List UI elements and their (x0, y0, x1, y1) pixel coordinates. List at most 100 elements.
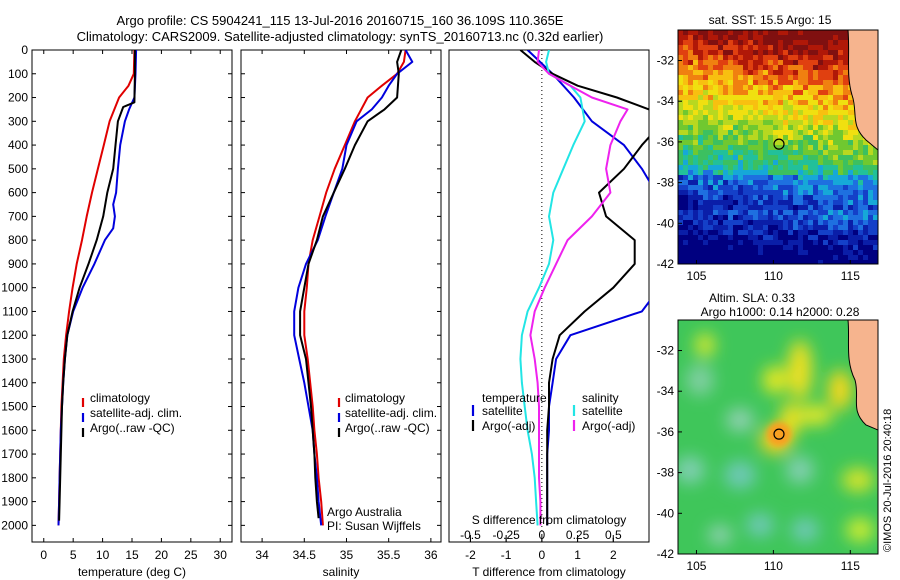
sst-cell (773, 90, 778, 95)
legend-sal-argo-label: Argo(-adj) (582, 419, 635, 433)
sst-cell (813, 165, 818, 170)
sst-cell (753, 235, 758, 240)
sst-cell (723, 180, 728, 185)
sst-cell (803, 90, 808, 95)
sst-cell (738, 85, 743, 90)
sst-cell (773, 105, 778, 110)
sst-cell (833, 150, 838, 155)
sst-cell (798, 155, 803, 160)
map-y-tick-label: -42 (657, 257, 675, 271)
sst-cell (848, 255, 853, 260)
sst-cell (753, 135, 758, 140)
sst-cell (788, 240, 793, 245)
sst-cell (773, 190, 778, 195)
sst-cell (858, 210, 863, 215)
sst-cell (718, 85, 723, 90)
sst-cell (688, 35, 693, 40)
sst-cell (713, 120, 718, 125)
sst-cell (793, 155, 798, 160)
sst-cell (728, 110, 733, 115)
sst-cell (763, 170, 768, 175)
sst-cell (713, 235, 718, 240)
sst-cell (763, 40, 768, 45)
sst-cell (743, 245, 748, 250)
sst-cell (858, 215, 863, 220)
x-top-tick-label: -0.25 (492, 528, 520, 542)
sst-cell (803, 160, 808, 165)
sst-cell (833, 195, 838, 200)
sst-cell (753, 60, 758, 65)
sst-cell (813, 260, 818, 264)
sst-cell (818, 90, 823, 95)
sst-cell (693, 105, 698, 110)
sst-cell (708, 260, 713, 264)
sst-cell (853, 250, 858, 255)
sst-cell (718, 165, 723, 170)
sst-cell (788, 90, 793, 95)
sst-cell (723, 65, 728, 70)
sst-cell (768, 160, 773, 165)
map-y-tick-label: -40 (657, 216, 675, 230)
sst-cell (808, 220, 813, 225)
sst-cell (693, 235, 698, 240)
sst-cell (813, 200, 818, 205)
sst-cell (813, 45, 818, 50)
sst-cell (748, 240, 753, 245)
sst-cell (813, 120, 818, 125)
sst-cell (833, 55, 838, 60)
sst-cell (758, 40, 763, 45)
sst-cell (748, 120, 753, 125)
sst-cell (818, 230, 823, 235)
sst-cell (813, 115, 818, 120)
sst-cell (823, 255, 828, 260)
sst-cell (678, 55, 683, 60)
sst-cell (723, 245, 728, 250)
sst-cell (858, 200, 863, 205)
sst-cell (703, 65, 708, 70)
sst-cell (808, 105, 813, 110)
sst-cell (748, 105, 753, 110)
sst-cell (808, 85, 813, 90)
sst-cell (698, 215, 703, 220)
sst-cell (833, 130, 838, 135)
sst-cell (683, 195, 688, 200)
sst-cell (798, 105, 803, 110)
sst-cell (728, 75, 733, 80)
sst-cell (793, 200, 798, 205)
sst-cell (738, 70, 743, 75)
sst-cell (798, 150, 803, 155)
sst-cell (823, 40, 828, 45)
sst-cell (728, 160, 733, 165)
sst-cell (693, 75, 698, 80)
sst-cell (823, 250, 828, 255)
x-tick-label: 15 (125, 548, 139, 562)
sst-cell (753, 145, 758, 150)
sst-cell (803, 225, 808, 230)
sst-cell (868, 240, 873, 245)
sst-cell (728, 145, 733, 150)
sst-cell (818, 205, 823, 210)
sst-cell (798, 230, 803, 235)
sst-cell (833, 145, 838, 150)
sst-cell (858, 260, 863, 264)
sst-cell (723, 210, 728, 215)
sst-cell (723, 100, 728, 105)
sst-cell (843, 155, 848, 160)
sst-cell (713, 190, 718, 195)
sst-cell (763, 100, 768, 105)
sst-cell (693, 60, 698, 65)
sst-cell (868, 180, 873, 185)
sst-cell (838, 205, 843, 210)
sst-cell (858, 180, 863, 185)
sst-cell (773, 85, 778, 90)
sst-cell (708, 105, 713, 110)
sst-cell (718, 45, 723, 50)
sst-cell (743, 105, 748, 110)
sst-cell (838, 150, 843, 155)
series-line-salinity-argo-adj- (529, 50, 629, 526)
sst-cell (833, 155, 838, 160)
sst-cell (678, 140, 683, 145)
sst-cell (783, 225, 788, 230)
sst-cell (748, 125, 753, 130)
sst-cell (758, 135, 763, 140)
